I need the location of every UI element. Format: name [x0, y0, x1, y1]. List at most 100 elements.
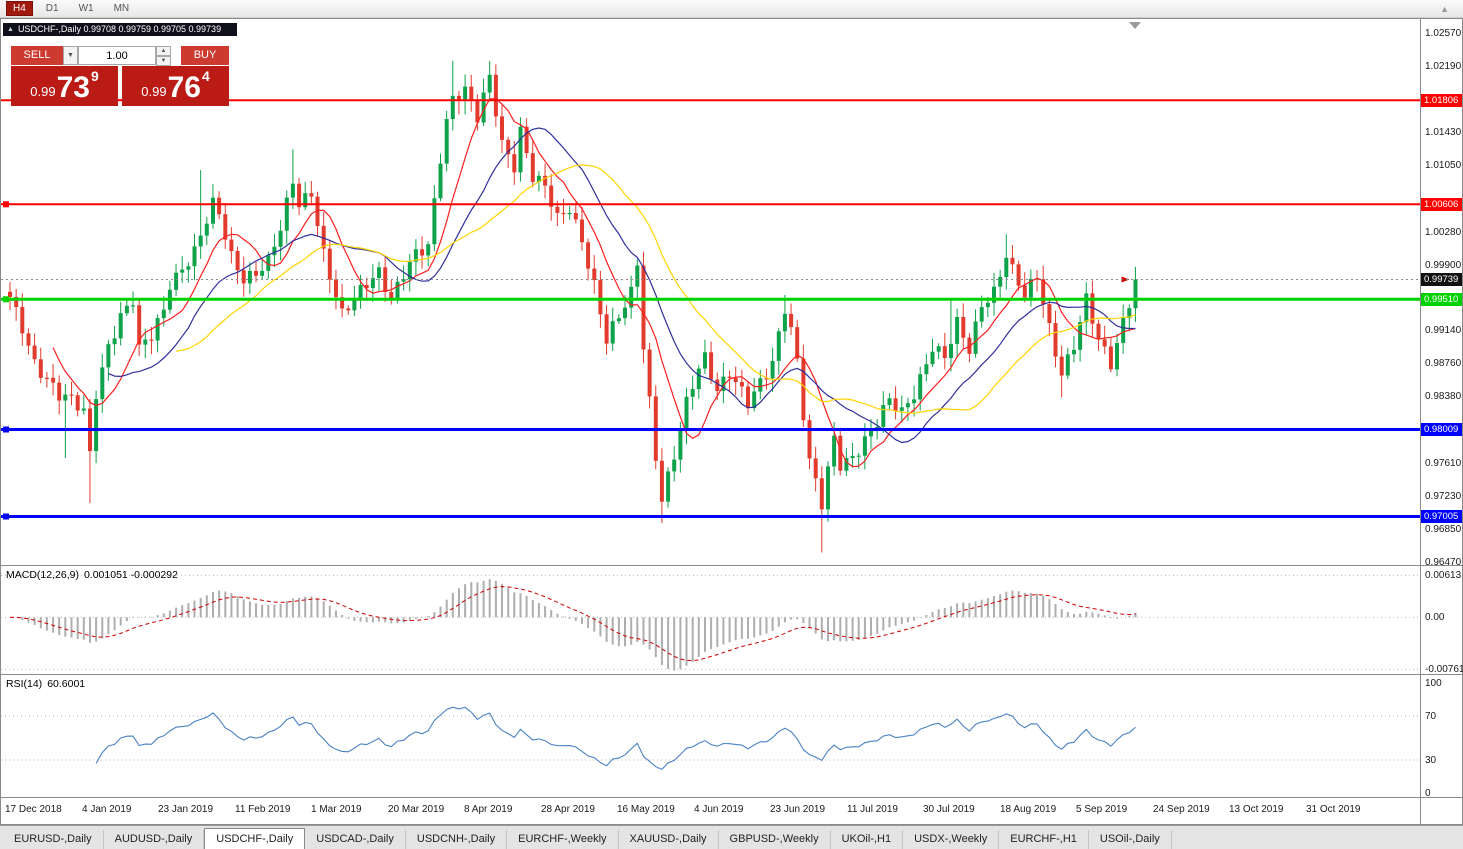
toolbar-collapse-icon[interactable]: ▲: [1440, 3, 1449, 14]
timeframe-h4[interactable]: H4: [6, 1, 33, 16]
panel-divider[interactable]: [1, 674, 1462, 675]
volume-input[interactable]: [78, 46, 156, 65]
last-price-arrow-icon: [1121, 276, 1130, 283]
chart-tab-gbpusd-weekly[interactable]: GBPUSD-,Weekly: [719, 830, 831, 849]
timeframe-d1[interactable]: D1: [45, 3, 59, 14]
date-axis-label: 23 Jan 2019: [158, 804, 214, 815]
date-axis-label: 28 Apr 2019: [541, 804, 595, 815]
price-axis-label: 0.96850: [1425, 524, 1462, 535]
date-axis-label: 31 Oct 2019: [1306, 804, 1361, 815]
chart-tab-usdcnh-daily[interactable]: USDCNH-,Daily: [406, 830, 508, 849]
chart-tab-usdchf-daily[interactable]: USDCHF-,Daily: [204, 828, 306, 849]
chart-tab-eurusd-daily[interactable]: EURUSD-,Daily: [3, 830, 104, 849]
price-level-tag: 0.99510: [1421, 293, 1462, 306]
rsi-axis-label: 100: [1425, 678, 1442, 689]
date-axis-label: 11 Feb 2019: [235, 804, 291, 815]
volume-down-icon[interactable]: ▼: [156, 56, 171, 66]
date-axis-label: 20 Mar 2019: [388, 804, 445, 815]
price-axis-label: 1.02190: [1425, 61, 1462, 72]
macd-axis-label: -0.00761: [1425, 664, 1463, 675]
date-axis-label: 5 Sep 2019: [1076, 804, 1128, 815]
date-axis-label: 17 Dec 2018: [5, 804, 62, 815]
chart-tab-eurchf-weekly[interactable]: EURCHF-,Weekly: [507, 830, 619, 849]
price-axis-label: 0.97230: [1425, 491, 1462, 502]
date-axis-label: 16 May 2019: [617, 804, 675, 815]
rsi-axis-label: 70: [1425, 711, 1437, 722]
panel-divider[interactable]: [1, 565, 1462, 566]
price-chart[interactable]: [1, 19, 1420, 565]
price-level-tag: 1.01806: [1421, 94, 1462, 107]
rsi-axis-label: 0: [1425, 788, 1431, 799]
timeframe-mn[interactable]: MN: [113, 3, 130, 14]
macd-signal-line: [9, 586, 1136, 662]
chart-tab-usdcad-daily[interactable]: USDCAD-,Daily: [305, 830, 406, 849]
rsi-title: RSI(14) 60.6001: [6, 678, 85, 690]
price-axis-label: 1.02570: [1425, 28, 1462, 39]
buy-price-base: 0.99: [141, 84, 167, 99]
chart-tab-usdx-weekly[interactable]: USDX-,Weekly: [903, 830, 1000, 849]
sell-price-base: 0.99: [30, 84, 56, 99]
sell-price-box[interactable]: 0.99 73 9: [11, 66, 118, 106]
date-axis-label: 1 Mar 2019: [311, 804, 362, 815]
collapse-icon[interactable]: ▲: [7, 26, 14, 33]
price-axis-label: 0.96470: [1425, 557, 1462, 568]
macd-title: MACD(12,26,9) 0.001051 -0.000292: [6, 569, 178, 581]
date-axis[interactable]: 17 Dec 2018 4 Jan 2019 23 Jan 2019 11 Feb 2…: [1, 798, 1420, 824]
price-axis-label: 0.97610: [1425, 458, 1462, 469]
date-axis-label: 24 Sep 2019: [1153, 804, 1210, 815]
date-axis-label: 4 Jan 2019: [82, 804, 132, 815]
one-click-trade-panel: SELL ▼ ▲ ▼ BUY 0.99 73 9 0.99 76 4: [11, 46, 229, 106]
trade-price-row: 0.99 73 9 0.99 76 4: [11, 66, 229, 106]
current-price-tag: 0.99739: [1421, 273, 1462, 286]
price-axis[interactable]: 1.02570 1.02190 1.01430 1.01050 1.00280 0.999…: [1420, 19, 1463, 824]
date-axis-label: 11 Jul 2019: [847, 804, 898, 815]
sell-button[interactable]: SELL: [11, 46, 63, 65]
timeframe-w1[interactable]: W1: [78, 3, 94, 14]
toolbar: H4 D1 W1 MN ▲: [0, 0, 1463, 18]
buy-button[interactable]: BUY: [181, 46, 229, 65]
price-axis-label: 0.98380: [1425, 391, 1462, 402]
macd-axis-label: 0.00: [1425, 612, 1445, 623]
rsi-line: [95, 706, 1136, 771]
price-axis-label: 1.00280: [1425, 227, 1462, 238]
chart-tab-eurchf-h1[interactable]: EURCHF-,H1: [999, 830, 1089, 849]
date-axis-label: 30 Jul 2019: [923, 804, 975, 815]
horizontal-levels[interactable]: [1, 99, 1420, 520]
buy-price-big: 76: [167, 71, 201, 104]
date-axis-label: 18 Aug 2019: [1000, 804, 1057, 815]
chart-tab-usoil-daily[interactable]: USOil-,Daily: [1089, 830, 1172, 849]
date-axis-label: 23 Jun 2019: [770, 804, 826, 815]
macd-name: MACD(12,26,9): [6, 569, 79, 581]
date-axis-label: 4 Jun 2019: [694, 804, 744, 815]
candles: [8, 60, 1138, 553]
volume-dropdown-icon[interactable]: ▼: [63, 46, 78, 65]
macd-histogram: [15, 579, 1137, 671]
sell-price-big: 73: [56, 71, 90, 104]
buy-price-box[interactable]: 0.99 76 4: [122, 66, 229, 106]
rsi-axis-label: 30: [1425, 755, 1437, 766]
macd-axis-label: 0.00613: [1425, 570, 1462, 581]
price-axis-label: 1.01050: [1425, 160, 1462, 171]
chart-title: USDCHF-,Daily 0.99708 0.99759 0.99705 0.…: [17, 24, 222, 34]
chart-tab-ukoil-h1[interactable]: UKOil-,H1: [831, 830, 904, 849]
chart-shift-marker: [1129, 22, 1141, 29]
price-axis-label: 0.99900: [1425, 260, 1462, 271]
panel-divider: [1, 797, 1462, 798]
chart-title-strip[interactable]: ▲ USDCHF-,Daily 0.99708 0.99759 0.99705 …: [3, 23, 237, 36]
date-axis-label: 8 Apr 2019: [464, 804, 513, 815]
volume-up-icon[interactable]: ▲: [156, 46, 171, 56]
price-level-tag: 1.00606: [1421, 198, 1462, 211]
chart-tab-xauusd-daily[interactable]: XAUUSD-,Daily: [619, 830, 719, 849]
macd-panel[interactable]: [1, 566, 1420, 674]
chart-tab-audusd-daily[interactable]: AUDUSD-,Daily: [104, 830, 205, 849]
price-level-tag: 0.97005: [1421, 510, 1462, 523]
rsi-panel[interactable]: [1, 675, 1420, 797]
price-level-tag: 0.98009: [1421, 423, 1462, 436]
volume-stepper: ▲ ▼: [156, 46, 171, 66]
price-axis-label: 1.01430: [1425, 127, 1462, 138]
macd-values: 0.001051 -0.000292: [83, 569, 178, 581]
chart-window: ▲ USDCHF-,Daily 0.99708 0.99759 0.99705 …: [0, 18, 1463, 825]
date-axis-label: 13 Oct 2019: [1229, 804, 1284, 815]
moving-averages: [52, 98, 1136, 468]
timeframe-group: H4 D1 W1 MN: [6, 0, 142, 17]
